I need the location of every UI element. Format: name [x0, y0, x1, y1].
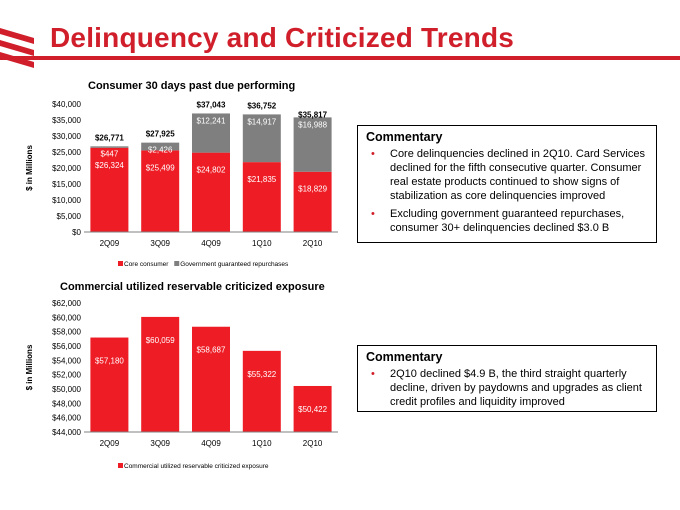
x-tick-label: 2Q09 — [100, 439, 120, 448]
bar-data-label: $55,322 — [247, 370, 276, 379]
bar-commercial-utilized-reservable-criticized-exposure-3Q09 — [141, 316, 180, 432]
legend-label: Core consumer — [124, 261, 169, 268]
bar-government-guaranteed-repurchases-3Q09 — [141, 142, 180, 151]
bar-data-label: $21,835 — [247, 175, 276, 184]
bar-core-consumer-4Q09 — [192, 152, 230, 232]
bar-total-label: $27,925 — [146, 130, 175, 139]
bar-data-label: $58,687 — [197, 346, 226, 355]
x-tick-label: 2Q10 — [303, 239, 323, 248]
y-tick-label: $62,000 — [52, 299, 81, 308]
bar-total-label: $35,817 — [298, 110, 327, 119]
bar-data-label: $2,426 — [148, 146, 173, 155]
y-axis-title: $ in Millions — [25, 145, 34, 191]
bullet-icon: • — [371, 208, 375, 220]
y-tick-label: $20,000 — [52, 164, 81, 173]
y-tick-label: $35,000 — [52, 116, 81, 125]
bar-commercial-utilized-reservable-criticized-exposure-2Q09 — [90, 337, 129, 432]
bar-core-consumer-2Q09 — [90, 147, 129, 232]
x-tick-label: 4Q09 — [201, 239, 221, 248]
x-tick-label: 2Q10 — [303, 439, 323, 448]
y-tick-label: $60,000 — [52, 313, 81, 322]
bar-data-label: $24,802 — [197, 166, 226, 175]
y-tick-label: $25,000 — [52, 148, 81, 157]
y-tick-label: $46,000 — [52, 414, 81, 423]
y-tick-label: $50,000 — [52, 385, 81, 394]
y-tick-label: $15,000 — [52, 180, 81, 189]
commentary-heading: Commentary — [366, 350, 443, 364]
page-title: Delinquency and Criticized Trends — [50, 22, 515, 53]
x-tick-label: 2Q09 — [100, 239, 120, 248]
bar-government-guaranteed-repurchases-4Q09 — [192, 113, 230, 153]
y-tick-label: $30,000 — [52, 132, 81, 141]
title-divider — [0, 56, 680, 60]
y-tick-label: $54,000 — [52, 356, 81, 365]
commentary-box-consumer: Commentary • Core delinquencies declined … — [357, 125, 657, 243]
commentary-bullet-text: 2Q10 declined $4.9 B, the third straight… — [390, 368, 642, 408]
commercial-criticized-chart: $44,000 $46,000 $48,000 $50,000 $52,000 $54,0… — [25, 299, 338, 470]
y-tick-label: $40,000 — [52, 100, 81, 109]
y-tick-label: $0 — [72, 228, 81, 237]
y-axis-title: $ in Millions — [25, 344, 34, 390]
commentary-bullet: • Core delinquencies declined in 2Q10. Ca… — [366, 147, 648, 203]
bar-data-label: $447 — [101, 149, 119, 158]
commentary-bullet-text: Excluding government guaranteed repurcha… — [390, 208, 625, 234]
bar-data-label: $57,180 — [95, 357, 124, 366]
legend-swatch — [118, 261, 123, 266]
bar-data-label: $60,059 — [146, 336, 175, 345]
y-tick-label: $10,000 — [52, 196, 81, 205]
y-tick-label: $5,000 — [57, 212, 82, 221]
commentary-box-commercial: Commentary • 2Q10 declined $4.9 B, the th… — [357, 345, 657, 412]
bar-total-label: $26,771 — [95, 133, 124, 142]
commercial-chart-title: Commercial utilized reservable criticize… — [60, 281, 325, 293]
y-tick-label: $56,000 — [52, 342, 81, 351]
bar-data-label: $18,829 — [298, 185, 327, 194]
legend-label: Commercial utilized reservable criticize… — [124, 463, 269, 470]
bullet-icon: • — [371, 148, 375, 160]
bar-government-guaranteed-repurchases-2Q10 — [293, 117, 332, 172]
bar-data-label: $50,422 — [298, 405, 327, 414]
bar-data-label: $14,917 — [247, 117, 276, 126]
commentary-bullet: • 2Q10 declined $4.9 B, the third straigh… — [366, 367, 648, 409]
bar-government-guaranteed-repurchases-1Q10 — [242, 114, 281, 163]
bullet-icon: • — [371, 368, 375, 380]
bar-government-guaranteed-repurchases-2Q09 — [90, 146, 129, 148]
y-tick-label: $44,000 — [52, 428, 81, 437]
x-tick-label: 4Q09 — [201, 439, 221, 448]
bar-data-label: $16,988 — [298, 120, 327, 129]
bar-total-label: $37,043 — [197, 100, 226, 109]
legend-label: Government guaranteed repurchases — [180, 261, 289, 268]
bar-data-label: $26,324 — [95, 161, 124, 170]
logo-flag-icon — [0, 28, 34, 68]
legend-swatch — [174, 261, 180, 266]
commentary-bullet-text: Core delinquencies declined in 2Q10. Car… — [390, 148, 645, 202]
bar-core-consumer-2Q10 — [293, 171, 332, 232]
consumer-delinquency-chart: $0 $5,000 $10,000 $15,000 $20,000 $25,000 $30,… — [25, 100, 338, 268]
y-tick-label: $58,000 — [52, 328, 81, 337]
bar-commercial-utilized-reservable-criticized-exposure-4Q09 — [192, 326, 230, 432]
bar-commercial-utilized-reservable-criticized-exposure-2Q10 — [293, 385, 332, 432]
x-tick-label: 1Q10 — [252, 239, 272, 248]
x-tick-label: 3Q09 — [150, 439, 170, 448]
bar-core-consumer-1Q10 — [242, 162, 281, 232]
consumer-chart-title: Consumer 30 days past due performing — [88, 80, 296, 92]
x-tick-label: 3Q09 — [150, 239, 170, 248]
y-tick-label: $48,000 — [52, 399, 81, 408]
bar-data-label: $12,241 — [197, 116, 226, 125]
bar-data-label: $25,499 — [146, 163, 175, 172]
bar-commercial-utilized-reservable-criticized-exposure-1Q10 — [242, 350, 281, 432]
commentary-heading: Commentary — [366, 130, 443, 144]
legend-swatch — [118, 463, 123, 468]
bar-total-label: $36,752 — [247, 101, 276, 110]
y-tick-label: $52,000 — [52, 371, 81, 380]
bar-core-consumer-3Q09 — [141, 150, 180, 232]
x-tick-label: 1Q10 — [252, 439, 272, 448]
commentary-bullet: • Excluding government guaranteed repurch… — [366, 207, 648, 235]
